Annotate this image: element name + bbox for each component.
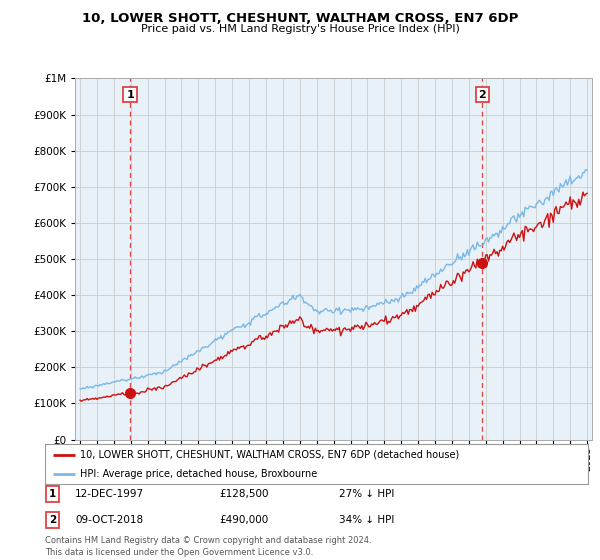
Text: 10, LOWER SHOTT, CHESHUNT, WALTHAM CROSS, EN7 6DP: 10, LOWER SHOTT, CHESHUNT, WALTHAM CROSS… — [82, 12, 518, 25]
Text: 1: 1 — [49, 489, 56, 499]
Text: 09-OCT-2018: 09-OCT-2018 — [75, 515, 143, 525]
Text: 27% ↓ HPI: 27% ↓ HPI — [339, 489, 394, 499]
Text: 34% ↓ HPI: 34% ↓ HPI — [339, 515, 394, 525]
Text: £490,000: £490,000 — [219, 515, 268, 525]
Text: 1: 1 — [126, 90, 134, 100]
Text: 2: 2 — [49, 515, 56, 525]
Text: £128,500: £128,500 — [219, 489, 269, 499]
Text: Price paid vs. HM Land Registry's House Price Index (HPI): Price paid vs. HM Land Registry's House … — [140, 24, 460, 34]
Text: 2: 2 — [478, 90, 486, 100]
Text: HPI: Average price, detached house, Broxbourne: HPI: Average price, detached house, Brox… — [80, 469, 317, 478]
Text: 12-DEC-1997: 12-DEC-1997 — [75, 489, 144, 499]
Text: 10, LOWER SHOTT, CHESHUNT, WALTHAM CROSS, EN7 6DP (detached house): 10, LOWER SHOTT, CHESHUNT, WALTHAM CROSS… — [80, 450, 460, 460]
Text: Contains HM Land Registry data © Crown copyright and database right 2024.
This d: Contains HM Land Registry data © Crown c… — [45, 536, 371, 557]
